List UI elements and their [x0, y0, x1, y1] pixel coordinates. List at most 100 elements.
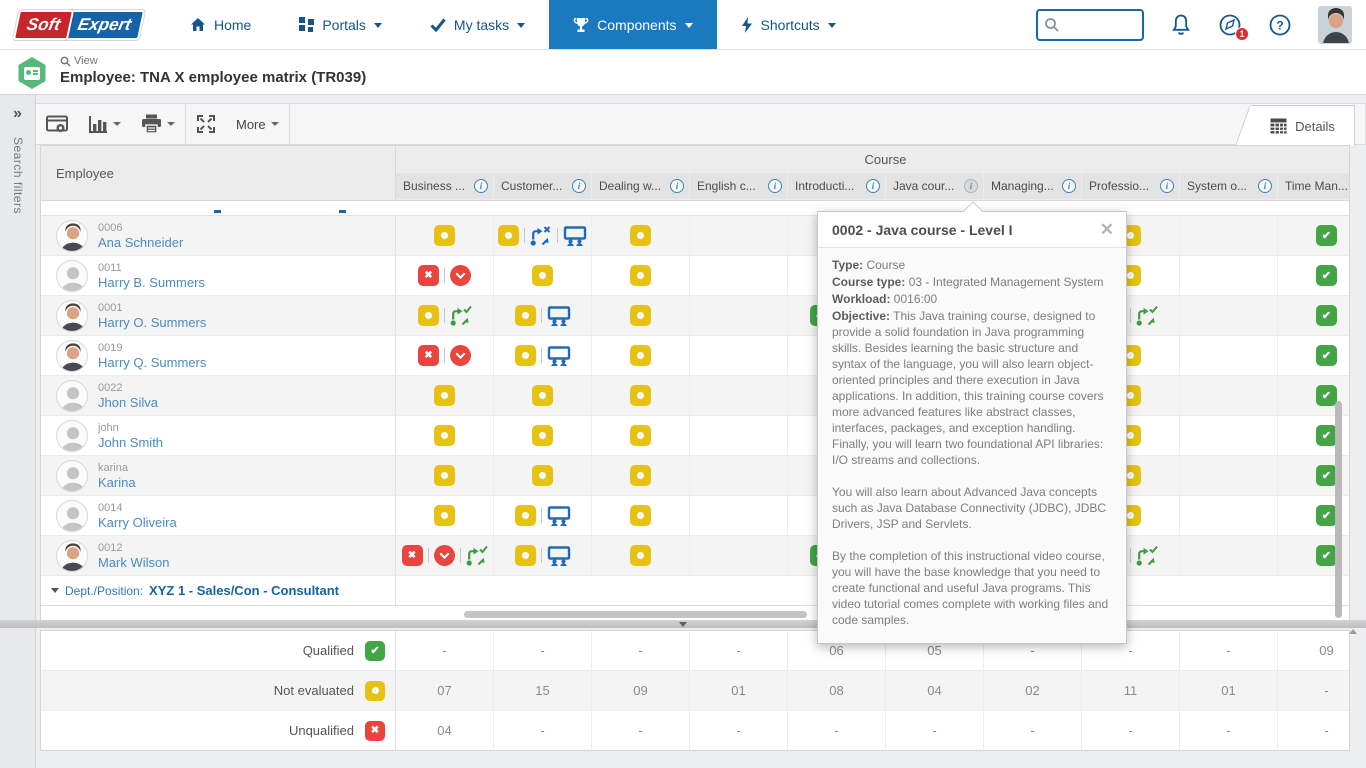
notifications-bell-icon[interactable]	[1170, 13, 1192, 37]
employee-name-link[interactable]: Jhon Silva	[98, 394, 158, 410]
nav-item-my-tasks[interactable]: My tasks	[406, 0, 549, 49]
not-evaluated-icon[interactable]	[630, 505, 651, 526]
info-icon[interactable]: i	[572, 179, 586, 194]
not-evaluated-icon[interactable]	[532, 465, 553, 486]
below-required-level-icon[interactable]	[450, 265, 471, 286]
column-header-course[interactable]: Business ... i	[396, 173, 493, 199]
unqualified-icon[interactable]: ✖	[418, 345, 439, 366]
not-evaluated-icon[interactable]	[630, 385, 651, 406]
qualified-icon[interactable]: ✔	[1316, 425, 1337, 446]
print-button[interactable]	[131, 104, 185, 144]
feedback-compass-icon[interactable]: 1	[1218, 13, 1249, 41]
qualified-icon[interactable]: ✔	[1316, 225, 1337, 246]
close-icon[interactable]: ✕	[1099, 220, 1114, 239]
user-avatar[interactable]	[1318, 5, 1352, 44]
not-evaluated-icon[interactable]	[630, 305, 651, 326]
classroom-training-icon[interactable]	[547, 305, 571, 326]
not-evaluated-icon[interactable]	[532, 385, 553, 406]
classroom-training-icon[interactable]	[547, 545, 571, 566]
development-plan-completed-icon[interactable]	[1136, 545, 1158, 566]
nav-item-portals[interactable]: Portals	[275, 0, 406, 49]
not-evaluated-icon[interactable]	[630, 465, 651, 486]
classroom-training-icon[interactable]	[563, 225, 587, 246]
qualified-icon[interactable]: ✔	[1316, 545, 1337, 566]
not-evaluated-icon[interactable]	[498, 225, 519, 246]
employee-name-link[interactable]: Ana Schneider	[98, 234, 184, 250]
qualified-icon[interactable]: ✔	[365, 640, 385, 661]
qualified-icon[interactable]: ✔	[1316, 505, 1337, 526]
qualified-icon[interactable]: ✔	[1316, 305, 1337, 326]
development-plan-completed-icon[interactable]	[450, 305, 472, 326]
not-evaluated-icon[interactable]	[434, 465, 455, 486]
not-evaluated-icon[interactable]	[532, 425, 553, 446]
not-evaluated-icon[interactable]	[630, 225, 651, 246]
column-header-course[interactable]: Professio... i	[1082, 173, 1179, 199]
qualified-icon[interactable]: ✔	[1316, 385, 1337, 406]
not-evaluated-icon[interactable]	[514, 345, 536, 366]
not-evaluated-icon[interactable]	[365, 680, 385, 701]
employee-column-header[interactable]: Employee	[41, 146, 396, 200]
employee-name-link[interactable]: John Smith	[98, 434, 164, 450]
info-icon[interactable]: i	[1160, 179, 1174, 194]
help-icon[interactable]: ?	[1268, 13, 1292, 37]
group-row-value[interactable]: XYZ 1 - Sales/Con - Consultant	[149, 583, 340, 598]
employee-name-link[interactable]: Harry B. Summers	[98, 274, 205, 290]
column-header-course[interactable]: System o... i	[1180, 173, 1277, 199]
tab-details[interactable]: Details	[1251, 105, 1355, 146]
unqualified-icon[interactable]: ✖	[365, 720, 385, 741]
not-evaluated-icon[interactable]	[434, 385, 455, 406]
column-header-course[interactable]: English c... i	[690, 173, 787, 199]
not-evaluated-icon[interactable]	[434, 425, 455, 446]
not-evaluated-icon[interactable]	[630, 425, 651, 446]
employee-name-link[interactable]: Karry Oliveira	[98, 514, 177, 530]
classroom-training-icon[interactable]	[547, 345, 571, 366]
column-header-course[interactable]: Managing... i	[984, 173, 1081, 199]
not-evaluated-icon[interactable]	[434, 505, 455, 526]
below-required-level-icon[interactable]	[450, 345, 471, 366]
global-search[interactable]	[1036, 8, 1144, 41]
development-plan-completed-icon[interactable]	[1136, 305, 1158, 326]
splitter-bar[interactable]	[0, 620, 1366, 628]
employee-name-link[interactable]: Harry O. Summers	[98, 314, 207, 330]
unqualified-icon[interactable]: ✖	[418, 265, 439, 286]
search-input[interactable]	[1060, 17, 1130, 32]
nav-item-shortcuts[interactable]: Shortcuts	[717, 0, 860, 49]
not-evaluated-icon[interactable]	[630, 545, 651, 566]
collapse-group-icon[interactable]	[51, 588, 59, 593]
expand-filters-icon[interactable]: »	[13, 105, 22, 122]
nav-item-home[interactable]: Home	[166, 0, 275, 49]
below-required-level-icon[interactable]	[433, 545, 455, 566]
qualified-icon[interactable]: ✔	[1316, 465, 1337, 486]
development-plan-cancelled-icon[interactable]	[530, 225, 552, 246]
column-header-course[interactable]: Java cour... i	[886, 173, 983, 199]
employee-name-link[interactable]: Harry Q. Summers	[98, 354, 207, 370]
classroom-training-icon[interactable]	[547, 505, 571, 526]
column-header-course[interactable]: Introducti... i	[788, 173, 885, 199]
not-evaluated-icon[interactable]	[434, 225, 455, 246]
info-icon[interactable]: i	[1258, 179, 1272, 194]
info-icon[interactable]: i	[1062, 179, 1076, 194]
more-button[interactable]: More	[226, 104, 289, 144]
info-icon[interactable]: i	[964, 179, 978, 194]
not-evaluated-icon[interactable]	[630, 265, 651, 286]
info-icon[interactable]: i	[474, 179, 488, 194]
info-icon[interactable]: i	[866, 179, 880, 194]
nav-item-components[interactable]: Components	[549, 0, 717, 49]
view-screen-button[interactable]	[36, 104, 78, 144]
unqualified-icon[interactable]: ✖	[401, 545, 423, 566]
qualified-icon[interactable]: ✔	[1316, 345, 1337, 366]
info-icon[interactable]: i	[670, 179, 684, 194]
chart-button[interactable]	[78, 104, 131, 144]
info-icon[interactable]: i	[768, 179, 782, 194]
column-header-course[interactable]: Customer... i	[494, 173, 591, 199]
horizontal-scrollbar[interactable]	[464, 611, 807, 618]
fullscreen-button[interactable]	[186, 104, 226, 144]
development-plan-completed-icon[interactable]	[466, 545, 488, 566]
employee-name-link[interactable]: Karina	[98, 474, 136, 490]
scroll-up-arrow[interactable]	[1349, 629, 1357, 634]
not-evaluated-icon[interactable]	[532, 265, 553, 286]
softexpert-logo[interactable]: Soft Expert	[12, 0, 146, 49]
qualified-icon[interactable]: ✔	[1316, 265, 1337, 286]
column-header-course[interactable]: Time Man...	[1278, 173, 1349, 199]
column-header-course[interactable]: Dealing w... i	[592, 173, 689, 199]
